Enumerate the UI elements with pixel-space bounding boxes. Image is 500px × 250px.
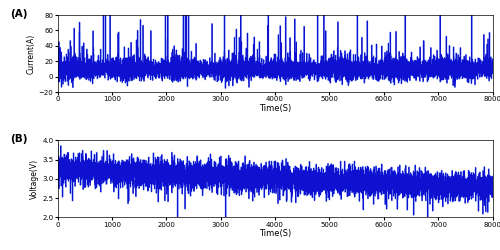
X-axis label: Time(S): Time(S) bbox=[259, 104, 291, 113]
Y-axis label: Current(A): Current(A) bbox=[27, 34, 36, 74]
Y-axis label: Voltage(V): Voltage(V) bbox=[30, 159, 40, 199]
X-axis label: Time(S): Time(S) bbox=[259, 229, 291, 238]
Text: (B): (B) bbox=[10, 134, 27, 144]
Text: (A): (A) bbox=[10, 9, 27, 19]
